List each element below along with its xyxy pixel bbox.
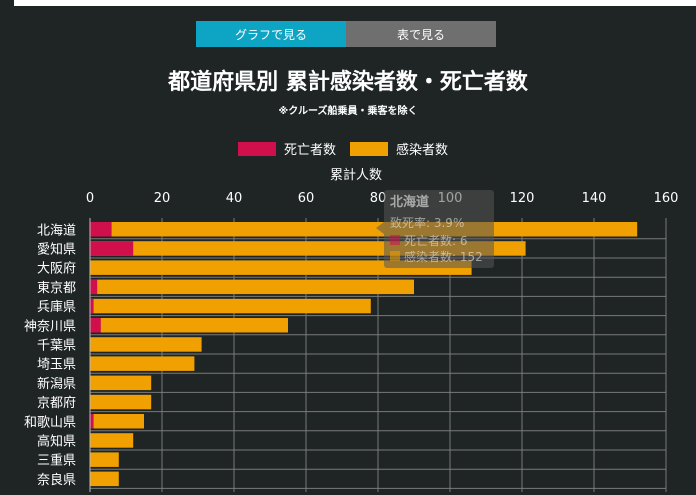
tab-graph-view[interactable]: グラフで見る	[196, 21, 346, 47]
x-tick-label: 160	[654, 191, 679, 206]
bar-infections[interactable]	[90, 222, 638, 237]
legend: 死亡者数 感染者数	[238, 139, 462, 158]
bar-deaths[interactable]	[90, 298, 94, 314]
y-tick-label: 新潟県	[37, 376, 76, 392]
legend-label-deaths: 死亡者数	[284, 143, 337, 158]
y-tick-label: 兵庫県	[37, 300, 76, 315]
tab-table-view[interactable]: 表で見る	[346, 21, 496, 47]
y-tick-label: 埼玉県	[37, 358, 76, 373]
tooltip-swatch-infections	[390, 251, 400, 261]
bar-infections[interactable]	[90, 318, 288, 333]
bar-deaths[interactable]	[90, 318, 101, 333]
bar-infections[interactable]	[90, 394, 152, 410]
y-tick-label: 愛知県	[37, 241, 76, 257]
y-tick-label: 大阪府	[37, 262, 76, 277]
x-tick-label: 140	[582, 191, 607, 206]
y-tick-label: 京都府	[37, 396, 76, 411]
tooltip-infections: 感染者数: 152	[404, 249, 483, 264]
bar-infections[interactable]	[90, 375, 152, 391]
x-tick-label: 40	[226, 191, 243, 206]
bar-infections[interactable]	[90, 337, 202, 352]
bar-infections[interactable]	[90, 414, 144, 429]
y-tick-label: 千葉県	[37, 338, 76, 353]
tooltip-box	[384, 190, 494, 268]
bar-infections[interactable]	[90, 452, 119, 467]
chart-subtitle: ※クルーズ船乗員・乗客を除く	[278, 106, 418, 117]
bar-infections[interactable]	[90, 260, 472, 275]
tooltip-deaths: 死亡者数: 6	[404, 233, 468, 248]
y-tick-label: 三重県	[37, 453, 76, 469]
tooltip-swatch-deaths	[390, 235, 400, 245]
x-tick-label: 60	[298, 191, 315, 206]
bar-infections[interactable]	[90, 356, 195, 371]
legend-swatch-deaths	[238, 141, 276, 156]
legend-item-deaths[interactable]: 死亡者数	[238, 139, 336, 158]
x-tick-label: 80	[370, 191, 387, 206]
bar-deaths[interactable]	[90, 414, 94, 429]
bar-deaths[interactable]	[90, 279, 98, 295]
bar-infections[interactable]	[90, 433, 134, 448]
tooltip-rate: 致死率: 3.9%	[390, 215, 464, 230]
tooltip-title: 北海道	[390, 194, 429, 210]
x-tick-label: 20	[154, 191, 171, 206]
bar-deaths[interactable]	[90, 241, 134, 256]
y-tick-label: 神奈川県	[24, 319, 76, 334]
x-axis-title: 累計人数	[330, 168, 383, 183]
bar-infections[interactable]	[90, 298, 371, 314]
tooltip-pointer	[376, 222, 384, 234]
y-tick-label: 高知県	[37, 433, 76, 449]
bar-deaths[interactable]	[90, 222, 112, 237]
y-tick-label: 東京都	[37, 280, 76, 296]
bar-infections[interactable]	[90, 471, 119, 487]
x-tick-label: 120	[510, 191, 535, 206]
chart-title: 都道府県別 累計感染者数・死亡者数	[168, 70, 528, 95]
top-bar	[14, 0, 696, 6]
view-tabs: グラフで見る 表で見る	[196, 21, 496, 47]
x-tick-label: 0	[86, 191, 94, 206]
legend-label-infections: 感染者数	[396, 143, 449, 158]
legend-swatch-infections	[350, 141, 389, 156]
y-tick-label: 北海道	[37, 223, 76, 238]
legend-item-infections[interactable]: 感染者数	[350, 139, 448, 158]
y-tick-label: 和歌山県	[24, 415, 76, 430]
y-tick-label: 奈良県	[37, 472, 76, 488]
bar-infections[interactable]	[90, 279, 414, 295]
